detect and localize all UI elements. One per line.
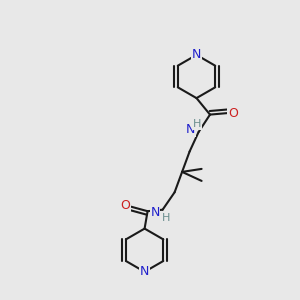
Text: H: H [161, 212, 170, 223]
Text: H: H [193, 119, 201, 129]
Text: N: N [150, 206, 160, 219]
Text: N: N [140, 265, 149, 278]
Text: N: N [192, 48, 201, 62]
Text: N: N [185, 123, 195, 136]
Text: O: O [120, 199, 130, 212]
Text: O: O [228, 106, 238, 120]
